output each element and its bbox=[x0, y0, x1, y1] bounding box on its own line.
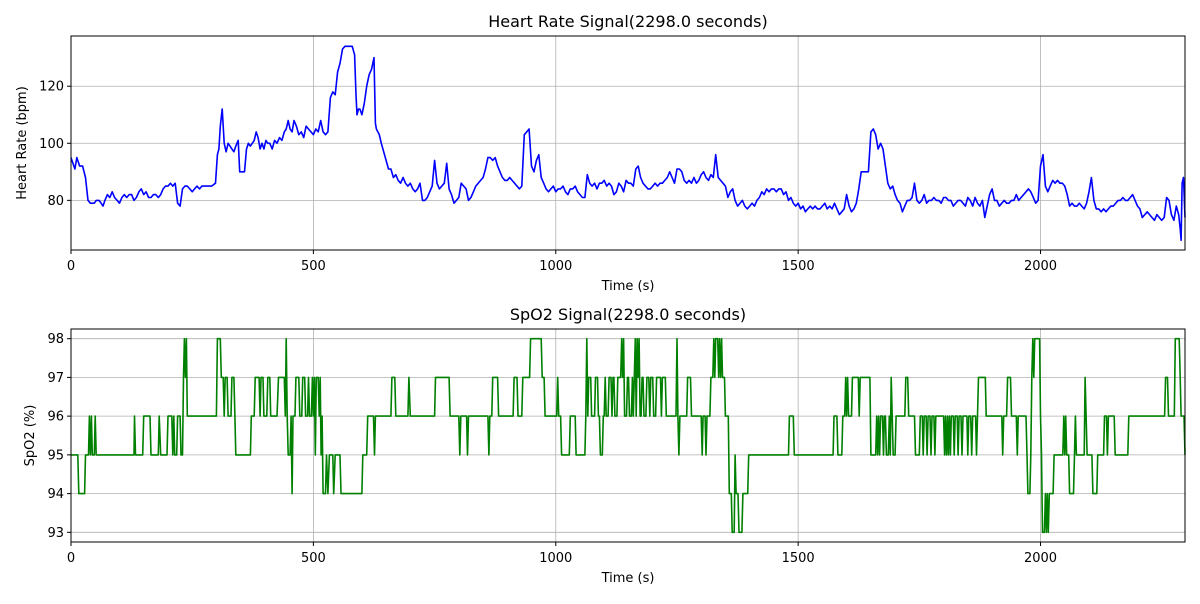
chart2-ylabel: SpO2 (%) bbox=[23, 405, 38, 467]
chart1-xtick-label: 500 bbox=[301, 259, 326, 274]
chart1-ylabel: Heart Rate (bpm) bbox=[15, 86, 30, 200]
chart2-ytick-label: 94 bbox=[47, 487, 64, 502]
chart2-xlabel: Time (s) bbox=[601, 571, 655, 586]
chart1-series-line bbox=[70, 45, 1186, 242]
chart2-xtick-label: 1000 bbox=[539, 551, 572, 566]
chart1-ytick-label: 100 bbox=[39, 137, 64, 152]
chart1-xtick-label: 0 bbox=[67, 259, 75, 274]
chart2-ytick-label: 96 bbox=[47, 410, 64, 425]
chart1-title: Heart Rate Signal(2298.0 seconds) bbox=[488, 12, 768, 31]
chart2-ytick-label: 97 bbox=[47, 371, 64, 386]
chart1-xtick-label: 2000 bbox=[1024, 259, 1057, 274]
chart2-xtick-label: 2000 bbox=[1024, 551, 1057, 566]
chart1-xtick-label: 1000 bbox=[539, 259, 572, 274]
chart1-xtick-label: 1500 bbox=[782, 259, 815, 274]
chart2-ytick-label: 98 bbox=[47, 332, 64, 347]
chart2-xtick-label: 1500 bbox=[782, 551, 815, 566]
chart1-panel: 0 500 1000 1500 2000 80 100 120 Heart Rate Signa… bbox=[15, 12, 1186, 294]
chart2-title: SpO2 Signal(2298.0 seconds) bbox=[510, 305, 746, 324]
chart2-series-line bbox=[71, 337, 1186, 534]
chart2-xtick-label: 0 bbox=[67, 551, 75, 566]
chart2-axes-frame bbox=[70, 328, 1186, 543]
chart2-ytick-label: 95 bbox=[47, 448, 64, 463]
chart2-panel: 0 500 1000 1500 2000 93 94 95 96 97 98 SpO2 Signal(… bbox=[23, 305, 1186, 586]
chart1-xlabel: Time (s) bbox=[601, 279, 655, 294]
chart1-ytick-label: 80 bbox=[47, 194, 64, 209]
chart1-ytick-label: 120 bbox=[39, 80, 64, 95]
chart2-xtick-label: 500 bbox=[301, 551, 326, 566]
chart2-ytick-label: 93 bbox=[47, 526, 64, 541]
